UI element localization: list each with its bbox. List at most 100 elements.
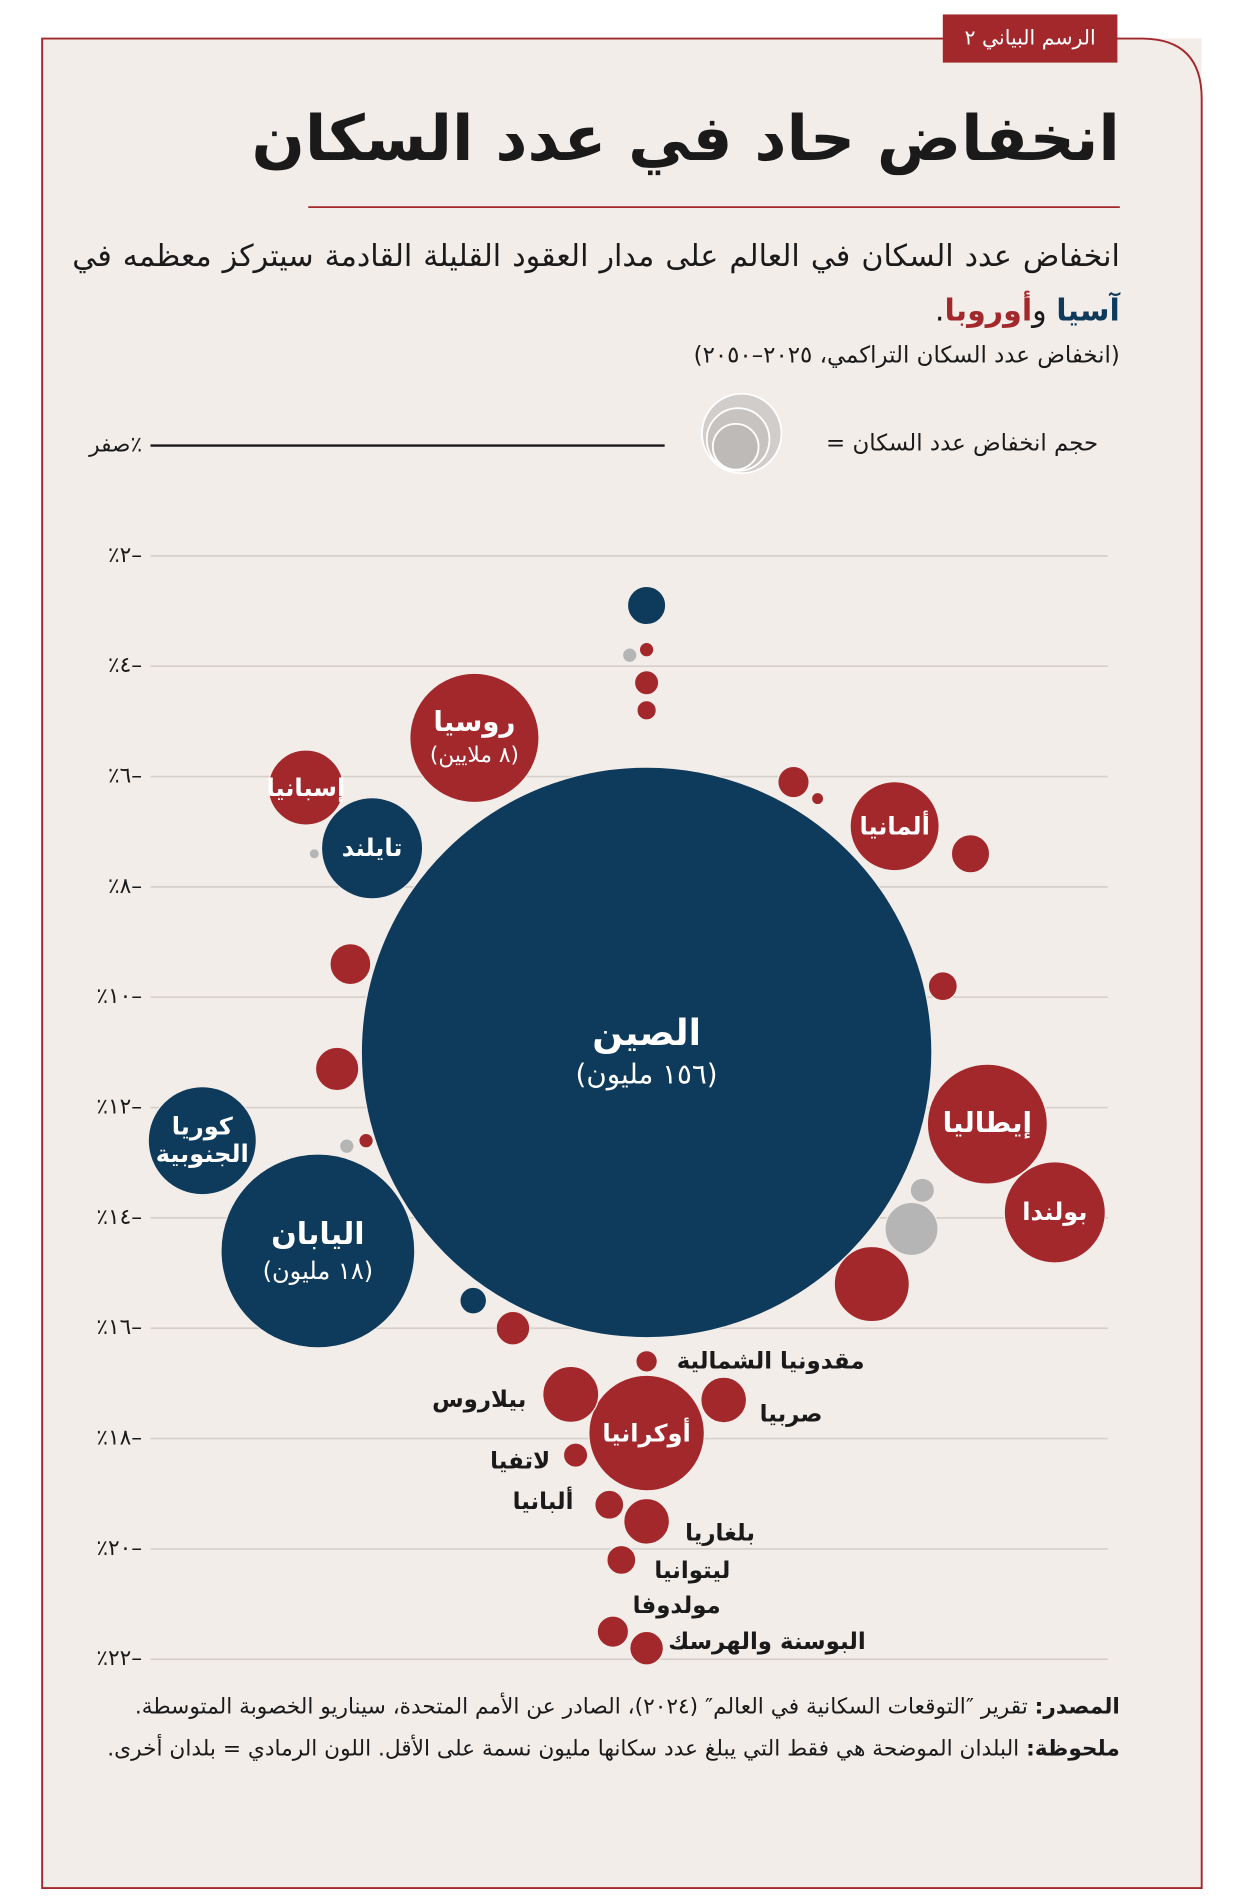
label-stack: تايلند [318,798,426,899]
bubble [849,781,940,872]
bubble [308,848,320,860]
bubble [147,1085,257,1196]
country-label: كوريا الجنوبية [155,1111,249,1169]
size-legend: حجم انخفاض عدد السكان = [826,429,1099,457]
y-tick-label: ٪١٤– [96,1205,142,1230]
size-legend-icon [701,392,783,475]
bubble [360,766,933,1339]
label-box: بولندا [1001,1162,1109,1263]
country-label: الصين [592,1012,701,1055]
label-stack: أوكرانيا [589,1375,705,1491]
bubble [950,834,991,874]
y-tick-label: ٪٤– [108,653,142,678]
bubble [700,1376,748,1424]
chart-title: انخفاض حاد في عدد السكان [251,103,1120,176]
country-label: روسيا [433,707,516,739]
y-tick-label: ٪١٢– [96,1095,142,1120]
bubble [623,1497,671,1545]
country-label: تايلند [341,833,403,863]
source-text: تقرير ″التوقعات السكانية في العالم″ (٢٠٢… [134,1694,1028,1720]
bubble [267,749,344,826]
label-stack: روسيا (٨ ملايين) [410,673,539,802]
label-stack: كوريا الجنوبية [148,1087,256,1195]
bubble [495,1310,531,1346]
country-label: بلغاريا [685,1521,755,1547]
y-tick-label: ٪١٨– [96,1426,142,1451]
bubble [626,585,667,626]
bubble [629,1630,664,1666]
country-label: إيطاليا [942,1108,1033,1140]
bubble [329,943,372,986]
bubble [594,1489,625,1520]
bubble [1003,1161,1106,1264]
source-label: المصدر: [1034,1694,1120,1720]
bubble [542,1365,600,1424]
label-box: أوكرانيا [589,1375,705,1491]
frame [41,37,1203,1889]
bubble [338,1138,355,1154]
y-tick-label: ٪٦– [108,764,142,789]
country-label: ألبانيا [513,1485,574,1515]
legend-europe: أوروبا [944,292,1033,328]
bubble [833,1245,910,1323]
bubble [314,1046,360,1092]
label-box: ألمانيا [840,782,948,871]
bubble [810,791,825,806]
bubble [621,647,638,663]
bubble [636,700,657,721]
country-label: اليابان [271,1216,365,1252]
subtitle-end: . [934,292,945,328]
y-tick-label: ٪٨– [108,874,142,899]
label-box: تايلند [318,798,426,899]
bubble [588,1374,705,1492]
bubble [926,1063,1048,1185]
y-tick-label: ٪١٠– [96,984,142,1009]
bubble [633,670,660,696]
size-label: (١٥٦ مليون) [575,1059,718,1091]
note: ملحوظة: البلدان الموضحة هي فقط التي يبلغ… [70,1730,1120,1767]
label-stack: الصين (١٥٦ مليون) [361,767,932,1338]
bubbles [147,585,1106,1666]
label-box: إسبانيا [252,750,360,825]
bubble [635,1350,658,1373]
bubble [596,1615,630,1648]
bubble [320,797,424,900]
source: المصدر: تقرير ″التوقعات السكانية في العا… [70,1688,1120,1725]
label-box: كوريا الجنوبية [148,1087,256,1195]
label-stack: بولندا [1001,1162,1109,1263]
y-tick-label: ٪١٦– [96,1315,142,1340]
y-tick-label: ٪٢– [108,543,142,568]
label-stack: ألمانيا [840,782,948,871]
subtitle-text: انخفاض عدد السكان في العالم على مدار الع… [72,238,1120,274]
chart-tag: الرسم البياني ٢ [942,14,1118,63]
subtitle-conj: و [1032,292,1047,328]
country-label: بيلاروس [432,1387,526,1413]
note-text: البلدان الموضحة هي فقط التي يبلغ عدد سكا… [107,1736,1020,1762]
size-label: (١٨ مليون) [262,1255,374,1285]
bubble [220,1153,416,1349]
country-label: ألمانيا [859,811,930,841]
country-label: بولندا [1022,1197,1088,1227]
bubble [409,672,540,804]
label-stack: إيطاليا [927,1064,1047,1184]
bubble [909,1177,936,1203]
y-tick-label: ٪٢٠– [96,1536,142,1561]
unit-note: (انخفاض عدد السكان التراكمي، ٢٠٢٥–٢٠٥٠) [693,341,1120,369]
footnotes: المصدر: تقرير ″التوقعات السكانية في العا… [70,1688,1120,1772]
label-box: روسيا (٨ ملايين) [410,673,539,802]
label-box: الصين (١٥٦ مليون) [361,767,932,1338]
country-label: البوسنة والهرسك [668,1629,865,1655]
label-stack: اليابان (١٨ مليون) [221,1154,415,1348]
country-label: إسبانيا [266,772,346,802]
bubble [562,1442,589,1468]
size-label: (٨ ملايين) [429,742,519,768]
label-stack: إسبانيا [252,750,360,825]
y-tick-label: صفر٪ [88,433,142,458]
label-box: اليابان(١٨ مليون) [221,1154,415,1348]
country-label: ليتوانيا [654,1558,730,1584]
note-label: ملحوظة: [1026,1736,1120,1762]
bubble [927,971,958,1002]
